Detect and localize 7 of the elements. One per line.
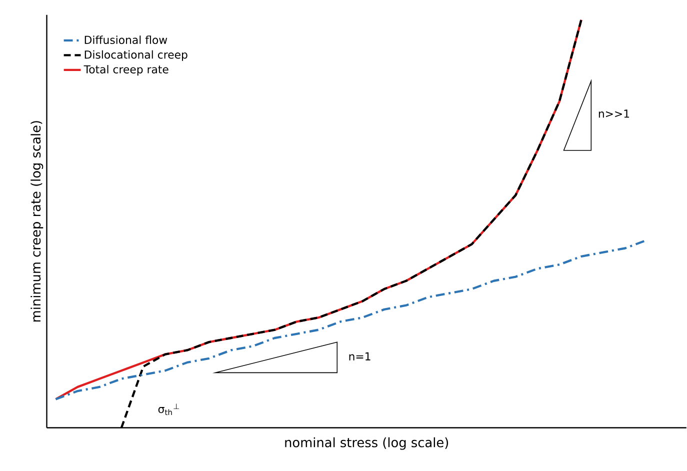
annotation: n>>1 — [598, 110, 630, 118]
legend-label: Total creep rate — [84, 65, 168, 76]
annotation: n=1 — [349, 352, 370, 361]
legend-label: Diffusional flow — [84, 36, 168, 44]
x-axis-title: nominal stress (log scale) — [285, 438, 448, 450]
legend-label: Dislocational creep — [84, 50, 188, 62]
y-axis-title: minimum creep rate (log scale) — [30, 121, 44, 322]
